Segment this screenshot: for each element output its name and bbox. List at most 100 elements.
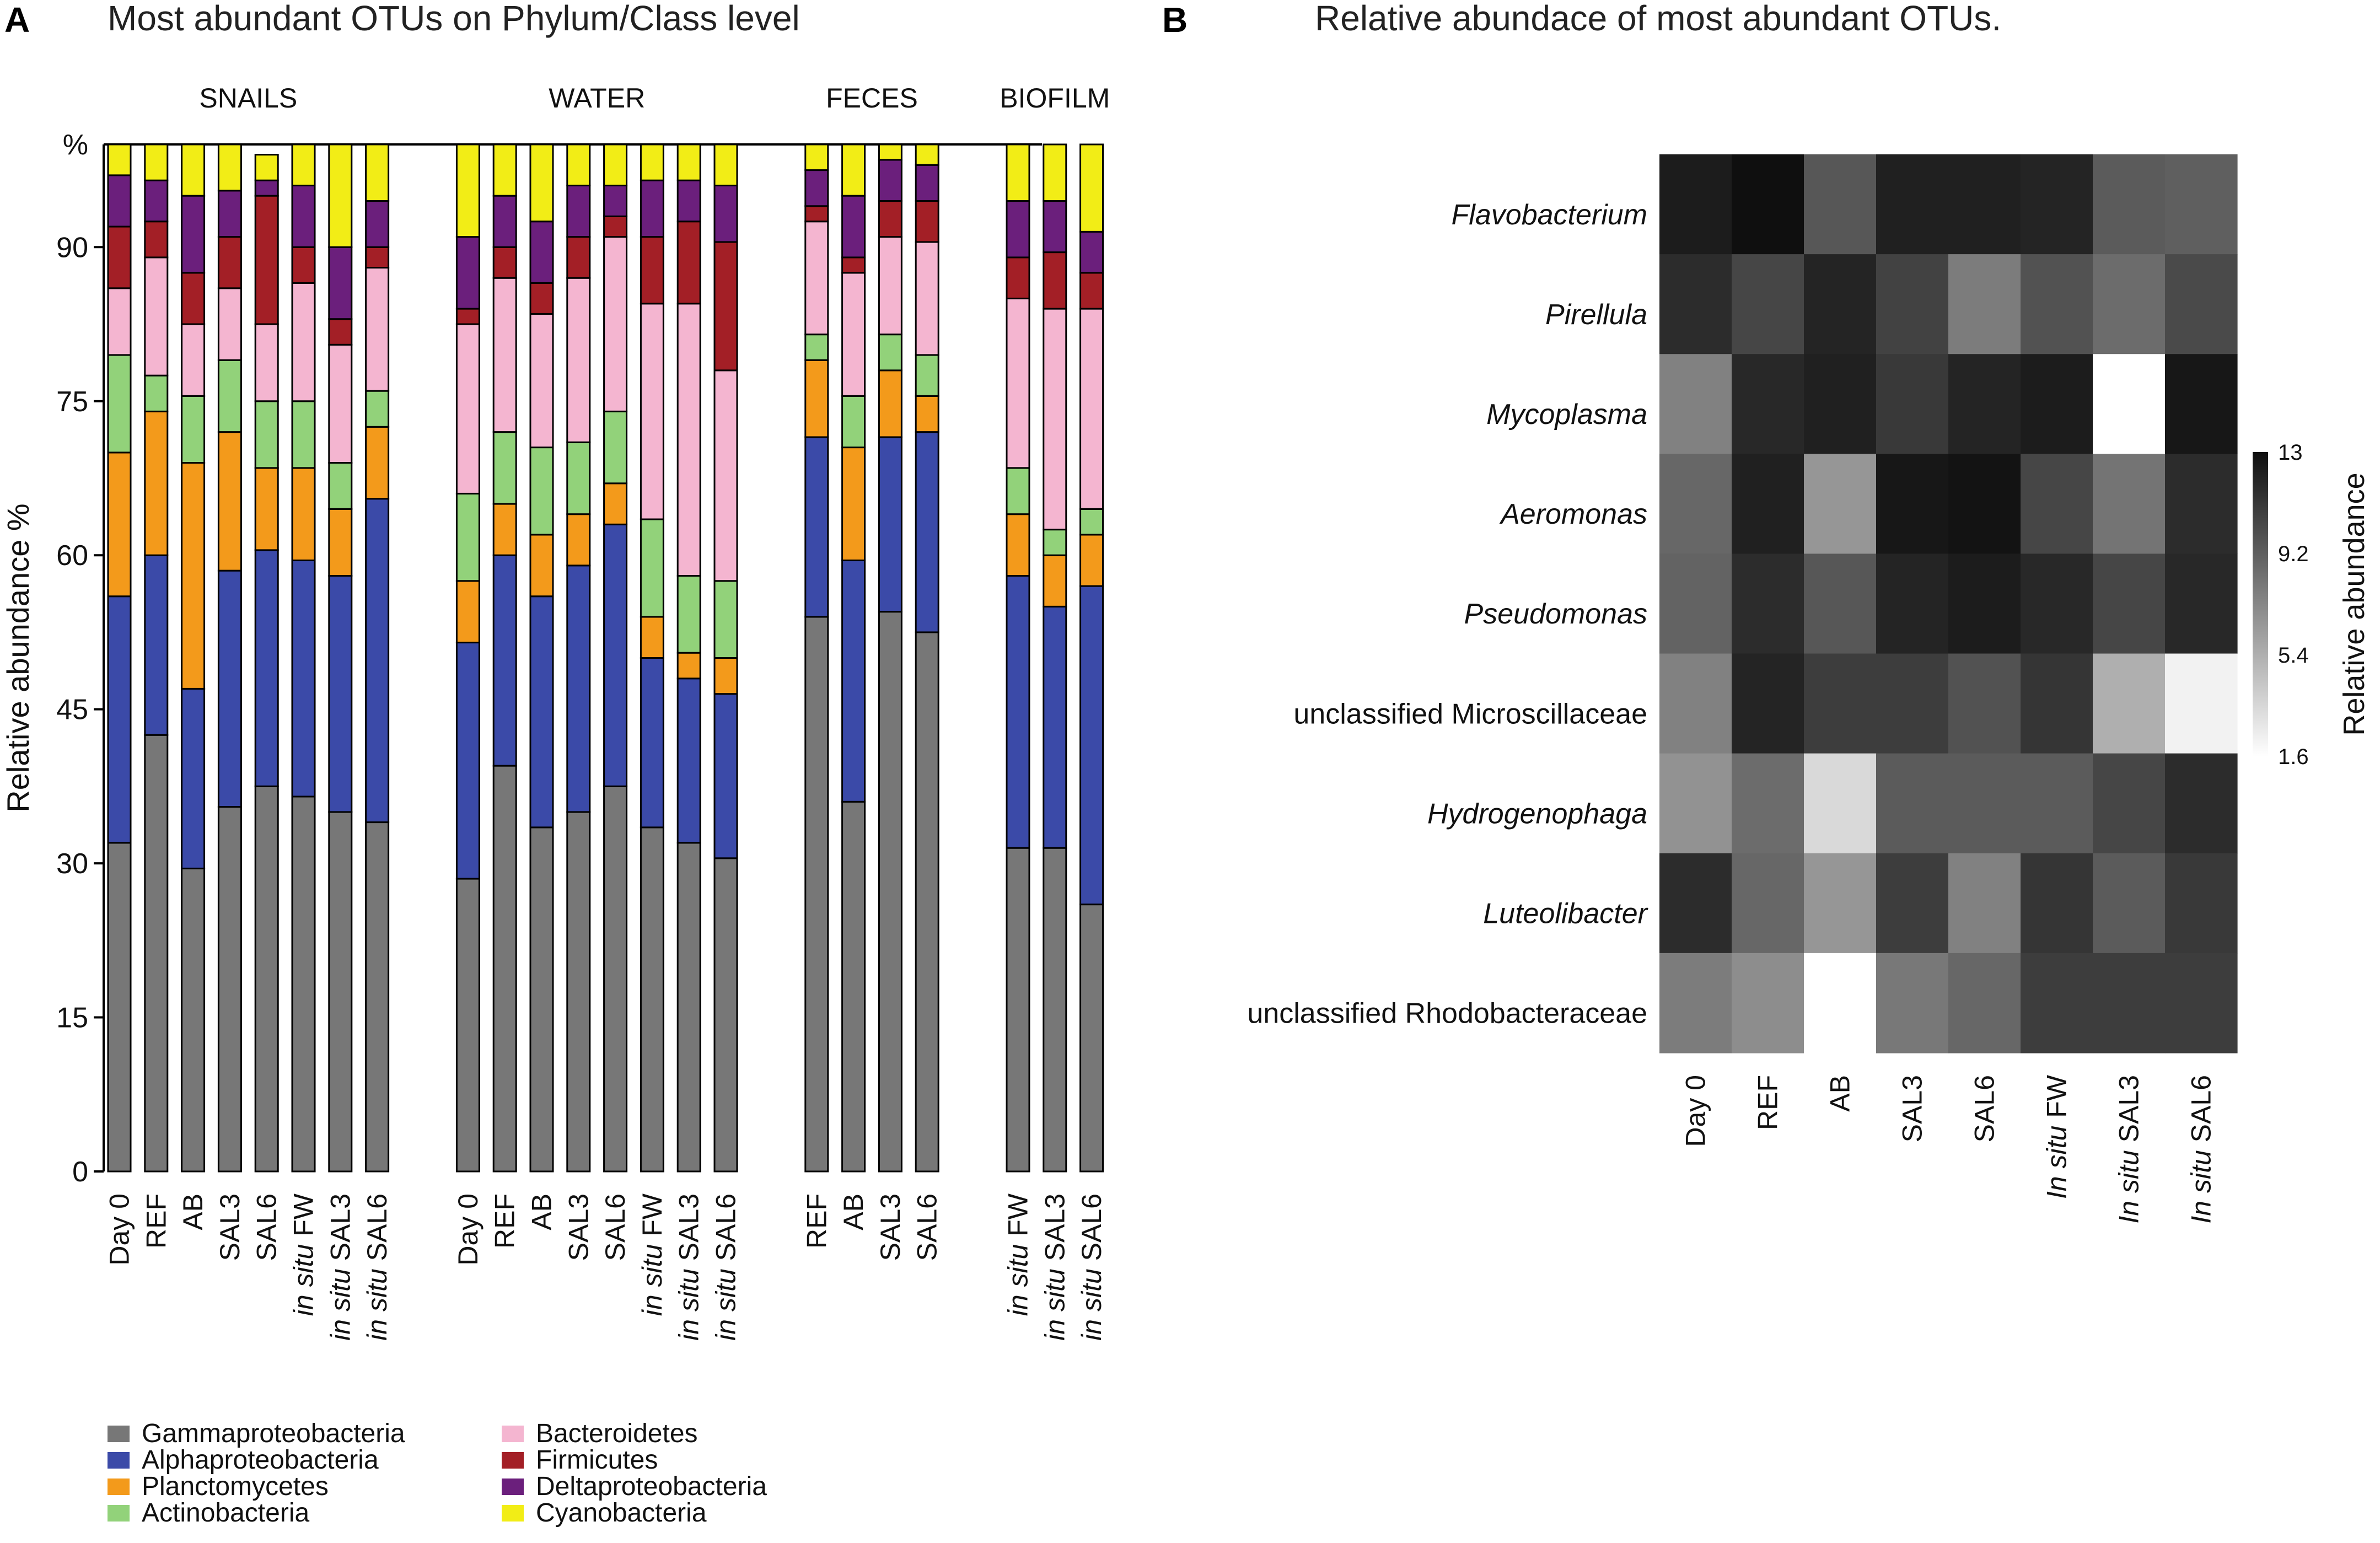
bar-segment-snails-sal3-bacteroidetes xyxy=(217,287,242,361)
bar-segment-water-in-situ-sal3-bacteroidetes xyxy=(676,303,701,577)
bar-segment-biofilm-in-situ-fw-gammaproteobacteria xyxy=(1006,847,1030,1173)
heatmap-cell-hydrogenophaga-ab xyxy=(1804,753,1877,854)
bar-segment-water-ref-actinobacteria xyxy=(492,431,517,505)
bar-segment-water-ref-firmicutes xyxy=(492,246,517,279)
legend-label-firmicutes: Firmicutes xyxy=(536,1445,658,1475)
heatmap-cell-flavobacterium-day-0 xyxy=(1659,154,1732,255)
bar-segment-snails-sal3-cyanobacteria xyxy=(217,143,242,192)
x-category-label: REF xyxy=(141,1193,171,1249)
bar-segment-feces-sal3-bacteroidetes xyxy=(878,236,902,336)
heatmap-column-label: Day 0 xyxy=(1680,1075,1711,1147)
legend-label-cyanobacteria: Cyanobacteria xyxy=(536,1498,707,1528)
colorbar-title: Relative abundance xyxy=(2338,472,2371,735)
bar-segment-feces-sal3-firmicutes xyxy=(878,200,902,238)
bar-segment-snails-sal3-firmicutes xyxy=(217,236,242,289)
bar-segment-feces-sal6-cyanobacteria xyxy=(915,143,939,166)
bar-segment-feces-sal6-firmicutes xyxy=(915,200,939,243)
heatmap-cell-pseudomonas-sal3 xyxy=(1876,553,1949,654)
y-tick-label: 0 xyxy=(72,1156,88,1188)
bar-segment-water-in-situ-sal3-alphaproteobacteria xyxy=(676,678,701,844)
heatmap-column-label: In situ FW xyxy=(2041,1074,2072,1199)
bar-segment-water-in-situ-fw-alphaproteobacteria xyxy=(640,657,664,829)
bar-segment-water-in-situ-sal6-gammaproteobacteria xyxy=(713,857,738,1173)
bar-segment-snails-ab-deltaproteobacteria xyxy=(181,195,206,274)
bar-segment-biofilm-in-situ-fw-planctomycetes xyxy=(1006,513,1030,577)
heatmap-cell-hydrogenophaga-in-situ-sal6 xyxy=(2165,753,2238,854)
bar-segment-snails-in-situ-sal3-alphaproteobacteria xyxy=(328,574,353,813)
bar-segment-water-sal6-bacteroidetes xyxy=(603,236,628,412)
x-category-label: Day 0 xyxy=(453,1193,483,1266)
panel-a-letter: A xyxy=(4,0,30,40)
bar-segment-snails-sal3-alphaproteobacteria xyxy=(217,569,242,808)
y-tick-label: 90 xyxy=(56,232,88,264)
bar-segment-snails-ref-planctomycetes xyxy=(144,410,169,556)
bar-segment-feces-ab-alphaproteobacteria xyxy=(841,560,866,803)
bar-segment-water-sal3-bacteroidetes xyxy=(566,277,591,443)
bar-segment-snails-in-situ-sal6-bacteroidetes xyxy=(365,267,390,392)
heatmap-row-label: unclassified Rhodobacteraceae xyxy=(1247,998,1647,1030)
legend-swatch-cyanobacteria xyxy=(502,1505,524,1522)
heatmap-cell-unclassified-rhodobacteraceae-ref xyxy=(1732,953,1804,1053)
x-category-label: in situ FW xyxy=(1003,1193,1034,1316)
bar-segment-water-in-situ-sal6-firmicutes xyxy=(713,241,738,372)
bar-segment-water-in-situ-sal6-actinobacteria xyxy=(713,580,738,659)
bar-segment-feces-sal6-deltaproteobacteria xyxy=(915,164,939,202)
bar-segment-water-in-situ-fw-cyanobacteria xyxy=(640,143,664,181)
bar-segment-feces-ab-bacteroidetes xyxy=(841,272,866,397)
heatmap-cell-hydrogenophaga-ref xyxy=(1732,753,1804,854)
y-tick-label: 15 xyxy=(56,1002,88,1034)
bar-segment-snails-sal6-firmicutes xyxy=(254,195,279,325)
legend-swatch-actinobacteria xyxy=(108,1505,130,1522)
bar-segment-snails-in-situ-sal6-firmicutes xyxy=(365,246,390,269)
bar-segment-water-in-situ-fw-deltaproteobacteria xyxy=(640,179,664,238)
bar-segment-feces-ref-deltaproteobacteria xyxy=(804,169,829,207)
heatmap-cell-pseudomonas-ab xyxy=(1804,553,1877,654)
bar-segment-feces-sal6-actinobacteria xyxy=(915,354,939,397)
legend-swatch-deltaproteobacteria xyxy=(502,1479,524,1495)
bar-segment-water-ref-deltaproteobacteria xyxy=(492,195,517,248)
x-category-label: in situ SAL6 xyxy=(1076,1193,1107,1341)
bar-segment-biofilm-in-situ-sal6-gammaproteobacteria xyxy=(1079,904,1104,1173)
bar-segment-water-day-0-firmicutes xyxy=(455,308,480,325)
bar-segment-biofilm-in-situ-sal3-alphaproteobacteria xyxy=(1043,605,1067,849)
bar-segment-water-in-situ-fw-planctomycetes xyxy=(640,616,664,659)
x-category-label: SAL6 xyxy=(600,1193,631,1261)
bar-segment-snails-in-situ-sal6-cyanobacteria xyxy=(365,143,390,202)
heatmap-cell-pirellula-in-situ-fw xyxy=(2021,254,2093,354)
bar-segment-snails-ab-firmicutes xyxy=(181,272,206,325)
bar-segment-water-ab-planctomycetes xyxy=(529,534,554,598)
bar-segment-feces-sal3-cyanobacteria xyxy=(878,143,902,161)
heatmap-cell-unclassified-microscillaceae-in-situ-fw xyxy=(2021,653,2093,754)
bar-segment-feces-sal3-alphaproteobacteria xyxy=(878,436,902,613)
bar-segment-feces-sal6-gammaproteobacteria xyxy=(915,631,939,1173)
heatmap-cell-pirellula-in-situ-sal6 xyxy=(2165,254,2238,354)
heatmap-cell-hydrogenophaga-in-situ-fw xyxy=(2021,753,2093,854)
heatmap-cell-unclassified-rhodobacteraceae-in-situ-sal3 xyxy=(2093,953,2166,1053)
bar-segment-snails-in-situ-sal3-firmicutes xyxy=(328,318,353,346)
heatmap-cell-unclassified-microscillaceae-in-situ-sal6 xyxy=(2165,653,2238,754)
heatmap-cell-aeromonas-in-situ-sal6 xyxy=(2165,454,2238,555)
heatmap-cell-pseudomonas-day-0 xyxy=(1659,553,1732,654)
bar-segment-snails-ab-alphaproteobacteria xyxy=(181,687,206,869)
bar-segment-water-day-0-planctomycetes xyxy=(455,580,480,644)
group-label-snails: SNAILS xyxy=(199,83,297,114)
heatmap-cell-unclassified-microscillaceae-ab xyxy=(1804,653,1877,754)
bar-segment-biofilm-in-situ-fw-bacteroidetes xyxy=(1006,297,1030,469)
bar-segment-snails-sal3-deltaproteobacteria xyxy=(217,190,242,238)
heatmap-cell-aeromonas-day-0 xyxy=(1659,454,1732,555)
x-category-label: AB xyxy=(178,1193,208,1230)
heatmap-cell-mycoplasma-ab xyxy=(1804,354,1877,454)
heatmap-cell-aeromonas-in-situ-sal3 xyxy=(2093,454,2166,555)
heatmap-cell-unclassified-rhodobacteraceae-ab xyxy=(1804,953,1877,1053)
bar-segment-biofilm-in-situ-sal6-firmicutes xyxy=(1079,272,1104,310)
bar-segment-biofilm-in-situ-sal6-alphaproteobacteria xyxy=(1079,585,1104,906)
bar-segment-water-sal3-alphaproteobacteria xyxy=(566,564,591,813)
heatmap-row-label: Luteolibacter xyxy=(1483,898,1648,930)
bar-segment-water-sal6-cyanobacteria xyxy=(603,143,628,187)
heatmap-row-label: Mycoplasma xyxy=(1486,399,1647,431)
bar-segment-snails-in-situ-fw-bacteroidetes xyxy=(291,282,316,402)
heatmap-cell-pirellula-sal3 xyxy=(1876,254,1949,354)
bar-segment-water-sal6-deltaproteobacteria xyxy=(603,185,628,217)
bar-segment-water-in-situ-sal6-bacteroidetes xyxy=(713,369,738,582)
